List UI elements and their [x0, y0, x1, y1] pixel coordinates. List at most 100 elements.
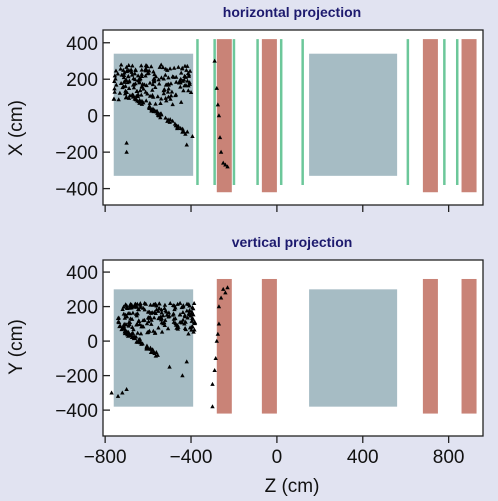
hit-marker — [225, 285, 230, 290]
hit-marker — [138, 301, 143, 306]
shield-block-2 — [309, 53, 398, 176]
hit-marker — [118, 81, 124, 86]
hit-marker — [129, 93, 135, 98]
hit-marker — [141, 86, 146, 91]
hit-marker — [168, 300, 173, 305]
hit-marker — [183, 82, 189, 87]
hit-marker — [126, 68, 132, 73]
hit-marker — [131, 76, 136, 81]
hit-marker — [161, 321, 166, 326]
hit-marker — [173, 92, 179, 97]
hit-marker — [173, 316, 178, 321]
hit-marker — [147, 100, 153, 105]
hit-marker — [130, 63, 135, 68]
hit-marker — [145, 330, 150, 335]
hit-marker — [156, 301, 162, 306]
iron-slab-2 — [261, 278, 277, 414]
hit-marker — [147, 80, 153, 85]
hit-marker — [159, 310, 164, 315]
hit-marker — [123, 95, 129, 100]
hit-marker — [156, 306, 162, 311]
hit-marker — [112, 86, 117, 91]
hit-marker — [122, 315, 128, 320]
hit-marker — [129, 316, 135, 321]
hit-marker — [168, 96, 173, 101]
hit-marker — [146, 104, 152, 109]
hit-marker — [165, 117, 171, 122]
hit-marker — [115, 315, 121, 320]
hit-marker — [150, 87, 155, 92]
hit-marker — [144, 98, 149, 103]
hit-marker — [190, 315, 195, 320]
hit-marker — [149, 321, 154, 326]
hit-marker — [125, 332, 130, 337]
hit-marker — [180, 373, 185, 378]
hit-marker — [141, 100, 146, 105]
hit-marker — [122, 70, 127, 75]
hit-marker — [143, 73, 148, 78]
plot-frame — [102, 29, 484, 206]
hit-marker — [181, 88, 186, 93]
hit-marker — [116, 97, 121, 102]
x-axis-label: Z (cm) — [265, 476, 320, 497]
hit-marker — [160, 65, 166, 70]
hit-marker — [161, 91, 166, 96]
hit-marker — [136, 306, 141, 311]
x-tick-label: 400 — [347, 447, 379, 468]
hit-marker — [166, 86, 171, 91]
hit-marker — [163, 317, 168, 322]
hit-marker — [189, 318, 194, 323]
hit-marker — [123, 302, 128, 307]
hit-marker — [180, 66, 185, 71]
hit-marker — [139, 71, 144, 76]
hit-marker — [138, 331, 144, 336]
hit-marker — [154, 307, 159, 312]
hit-marker — [139, 67, 144, 72]
hit-marker — [109, 390, 114, 395]
hit-marker — [164, 98, 169, 103]
hit-marker — [124, 387, 129, 392]
hit-marker — [113, 76, 118, 81]
hit-marker — [139, 92, 144, 97]
hit-marker — [184, 359, 189, 364]
hit-marker — [185, 315, 190, 320]
hit-marker — [210, 404, 215, 409]
hit-marker — [168, 81, 174, 86]
hit-marker — [134, 96, 139, 101]
hit-marker — [214, 85, 219, 90]
hit-marker — [151, 349, 156, 354]
hit-marker — [166, 75, 171, 80]
hit-marker — [121, 73, 127, 78]
hit-marker — [172, 121, 178, 126]
hit-marker — [144, 346, 149, 351]
hit-marker — [165, 89, 171, 94]
hit-marker — [168, 93, 174, 98]
hit-marker — [146, 315, 151, 320]
hit-marker — [129, 72, 135, 77]
hit-marker — [118, 62, 124, 67]
hit-marker — [185, 129, 190, 134]
hit-marker — [153, 330, 158, 335]
hit-marker — [187, 311, 192, 316]
hit-marker — [155, 352, 160, 357]
hit-marker — [162, 302, 168, 307]
hit-marker — [176, 123, 181, 128]
hit-marker — [126, 95, 132, 100]
hit-marker — [146, 70, 151, 75]
hit-marker — [163, 308, 168, 313]
hit-marker — [169, 89, 175, 94]
hit-marker — [210, 381, 215, 386]
hit-marker — [189, 309, 195, 314]
hit-marker — [159, 75, 164, 80]
hit-marker — [175, 326, 181, 331]
hit-marker — [153, 85, 158, 90]
hit-marker — [225, 164, 230, 169]
iron-slab-1 — [216, 278, 232, 414]
iron-slab-4 — [461, 278, 477, 414]
hit-marker — [134, 339, 139, 344]
y-axis-label-vertical: Y (cm) — [6, 319, 27, 375]
x-tick-label: 0 — [272, 447, 283, 468]
hit-marker — [216, 321, 222, 326]
hit-marker — [182, 321, 187, 326]
hit-marker — [170, 118, 175, 123]
